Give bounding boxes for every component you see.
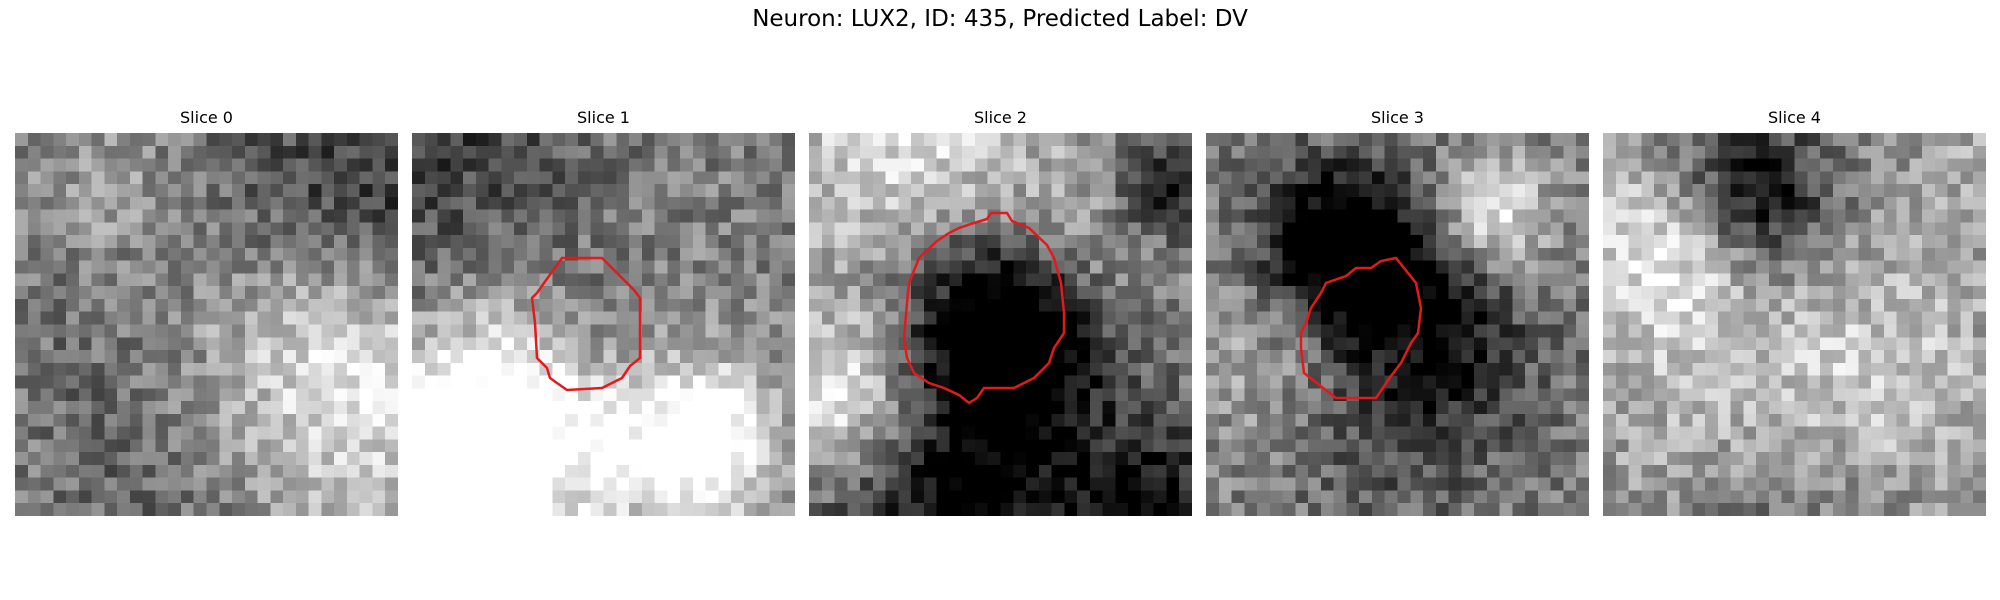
slice-image: [809, 133, 1192, 516]
slice-title: Slice 3: [1371, 108, 1424, 127]
slice-panel-2: Slice 2: [809, 108, 1192, 516]
slice-panel-4: Slice 4: [1603, 108, 1986, 516]
roi-contour: [530, 256, 642, 392]
slice-image: [412, 133, 795, 516]
slice-panel-1: Slice 1: [412, 108, 795, 516]
slice-image: [15, 133, 398, 516]
slice-title: Slice 1: [577, 108, 630, 127]
slice-title: Slice 2: [974, 108, 1027, 127]
slice-panel-3: Slice 3: [1206, 108, 1589, 516]
slice-panel-0: Slice 0: [15, 108, 398, 516]
roi-contour: [902, 211, 1066, 405]
slice-image: [1603, 133, 1986, 516]
slice-title: Slice 0: [180, 108, 233, 127]
figure-title: Neuron: LUX2, ID: 435, Predicted Label: …: [752, 6, 1248, 32]
slice-image: [1206, 133, 1589, 516]
roi-contour: [1299, 256, 1423, 400]
slice-title: Slice 4: [1768, 108, 1821, 127]
